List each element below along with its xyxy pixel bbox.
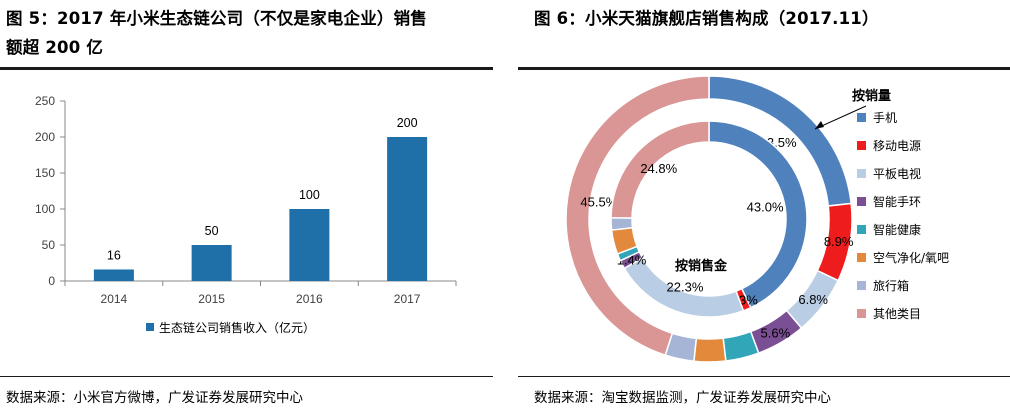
right-source-rule — [518, 376, 1010, 377]
bar-data-label: 16 — [107, 248, 121, 262]
y-tick-label: 50 — [42, 238, 56, 252]
legend-swatch-5 — [857, 225, 866, 234]
bar-2014 — [93, 269, 134, 281]
outer-ring-title-arrow — [815, 121, 824, 129]
inner-slice-8 — [610, 120, 710, 219]
slice-label: 43.0% — [747, 199, 784, 214]
slice-label: 6.8% — [798, 292, 828, 307]
left-title-line1: 图 5：2017 年小米生态链公司（不仅是家电企业）销售 — [6, 9, 427, 28]
y-tick-label: 150 — [35, 166, 55, 180]
slice-label: 22.3% — [667, 279, 704, 294]
x-tick-label: 2016 — [296, 292, 323, 306]
legend-label: 生态链公司销售收入（亿元） — [159, 320, 315, 335]
y-tick-label: 100 — [35, 202, 55, 216]
slice-label: 5.6% — [761, 326, 791, 341]
doughnut-chart: 23.5%8.9%6.8%5.6%45.5% 43.0%1.3%22.3%1.4%… — [565, 75, 949, 363]
x-tick-label: 2015 — [198, 292, 225, 306]
legend-label-7: 旅行箱 — [873, 278, 909, 293]
legend-swatch-3 — [857, 169, 866, 178]
right-figure-panel: 图 6：小米天猫旗舰店销售构成（2017.11） 23.5% 8.9% 6.8% 5.… — [518, 0, 1010, 413]
outer-slice-8 — [565, 75, 710, 357]
legend-swatch-2 — [857, 141, 866, 150]
left-figure-panel: 图 5：2017 年小米生态链公司（不仅是家电企业）销售 额超 200 亿 0 5… — [0, 0, 493, 413]
legend-swatch-8 — [857, 309, 866, 318]
outer-slice-6 — [693, 337, 727, 363]
slice-label: 45.5% — [580, 195, 617, 210]
legend-swatch-4 — [857, 197, 866, 206]
left-source: 数据来源：小米官方微博，广发证券发展研究中心 — [6, 390, 303, 406]
x-tick-label: 2017 — [394, 292, 421, 306]
left-source-rule — [0, 376, 493, 377]
bar-2015 — [191, 245, 232, 281]
legend-swatch-6 — [857, 253, 866, 262]
right-title-rule — [518, 67, 1010, 70]
legend-swatch — [146, 323, 154, 331]
legend-label-8: 其他类目 — [873, 307, 921, 321]
bar-2016 — [289, 209, 330, 281]
legend-swatch-7 — [857, 281, 866, 290]
legend-label-6: 空气净化/氧吧 — [873, 250, 949, 265]
legend-label-2: 移动电源 — [873, 139, 921, 153]
left-title-line2: 额超 200 亿 — [6, 38, 104, 57]
left-title-rule — [0, 67, 493, 70]
legend-label-4: 智能手环 — [873, 194, 921, 209]
legend-label-1: 手机 — [873, 111, 897, 125]
slice-label: 8.9% — [824, 234, 854, 249]
y-tick-label: 250 — [35, 94, 55, 108]
legend-swatch-1 — [857, 113, 866, 122]
x-tick-label: 2014 — [101, 292, 128, 306]
inner-slice-7 — [610, 217, 634, 231]
left-figure-title: 图 5：2017 年小米生态链公司（不仅是家电企业）销售 额超 200 亿 — [6, 4, 427, 62]
legend-label-5: 智能健康 — [873, 222, 921, 237]
bar-chart: 0 50 100 150 200 250 16 2014 50 2015 100 2016 200 201… — [35, 94, 457, 335]
bar-data-label: 200 — [397, 116, 418, 130]
slice-label: 24.8% — [640, 161, 677, 176]
outer-ring-title-leader — [814, 105, 867, 130]
y-tick-label: 0 — [48, 274, 55, 288]
y-tick-label: 200 — [35, 130, 55, 144]
bar-data-label: 100 — [299, 188, 320, 202]
inner-ring-title: 按销售金 — [675, 258, 728, 274]
bar-data-label: 50 — [205, 224, 219, 238]
right-source: 数据来源：淘宝数据监测，广发证券发展研究中心 — [534, 390, 831, 406]
outer-ring-title: 按销量 — [852, 88, 891, 104]
right-figure-title: 图 6：小米天猫旗舰店销售构成（2017.11） — [534, 9, 879, 28]
bar-2017 — [387, 137, 428, 281]
legend-label-3: 平板电视 — [873, 166, 921, 181]
